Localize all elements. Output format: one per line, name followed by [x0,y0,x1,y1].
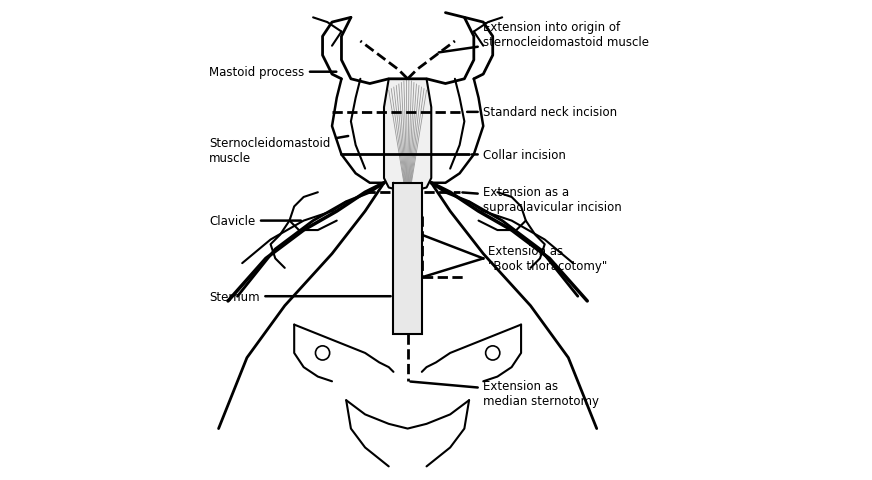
Text: Extension as a
supraclavicular incision: Extension as a supraclavicular incision [462,186,622,214]
Text: Mastoid process: Mastoid process [209,66,337,79]
Polygon shape [384,80,432,198]
Text: Standard neck incision: Standard neck incision [467,106,617,119]
Polygon shape [393,183,422,335]
Text: Extension as
"Book thoracotomy": Extension as "Book thoracotomy" [488,245,607,273]
Text: Clavicle: Clavicle [209,215,301,228]
Text: Collar incision: Collar incision [472,149,566,162]
Text: Sternocleidomastoid
muscle: Sternocleidomastoid muscle [209,136,348,164]
Text: Extension as
median sternotomy: Extension as median sternotomy [411,379,599,407]
Text: Extension into origin of
sternocleidomastoid muscle: Extension into origin of sternocleidomas… [439,21,650,53]
Text: Sternum: Sternum [209,290,391,303]
